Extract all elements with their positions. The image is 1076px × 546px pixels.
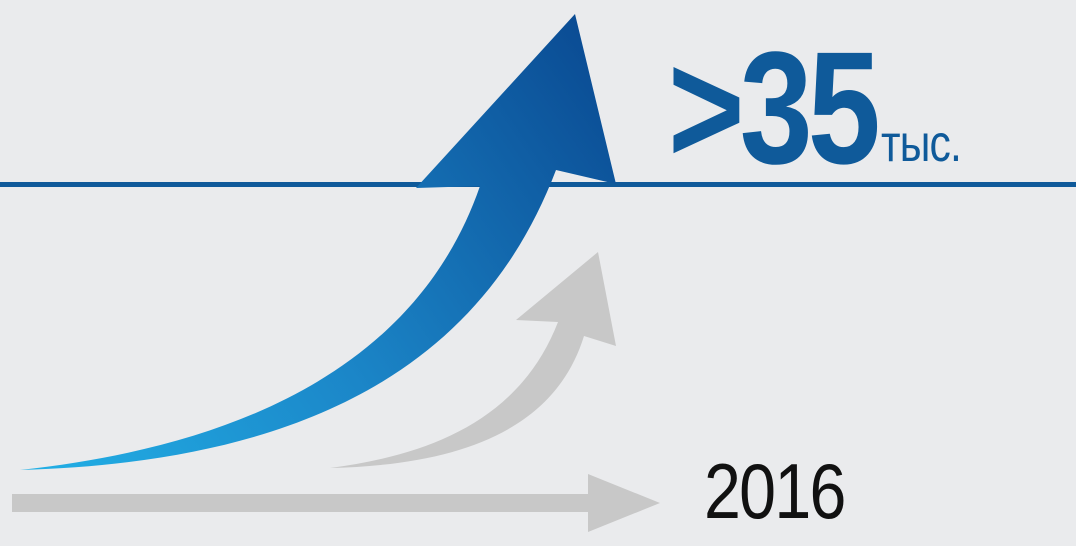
headline-value: >35 <box>668 18 881 197</box>
headline-unit: тыс. <box>881 115 962 173</box>
headline-metric: >35 тыс. <box>668 28 979 188</box>
large-growth-arrow <box>20 14 616 470</box>
year-label: 2016 <box>704 447 846 535</box>
small-growth-arrow <box>330 252 616 468</box>
time-axis-arrow <box>12 474 660 532</box>
